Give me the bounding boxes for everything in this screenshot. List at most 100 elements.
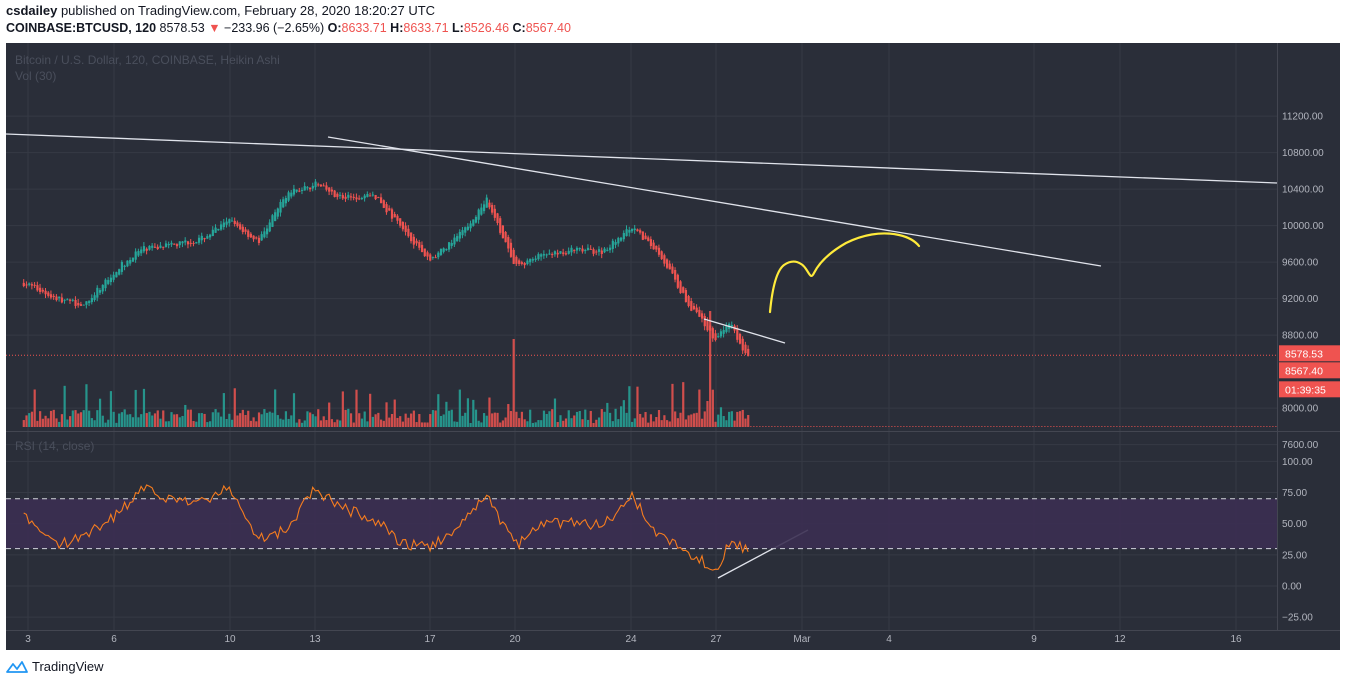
volume-bar [112, 411, 115, 427]
volume-bar [480, 422, 483, 427]
candle-body [665, 259, 669, 268]
candle-body [520, 262, 524, 264]
volume-bar [379, 419, 383, 427]
candle-body [682, 287, 685, 293]
candle-body [328, 187, 331, 192]
time-tick-label: 20 [509, 634, 521, 645]
candle-body [344, 196, 347, 199]
volume-bar [553, 398, 557, 427]
volume-bar [142, 388, 146, 427]
candle-body [730, 324, 733, 327]
time-tick-label: 13 [309, 634, 321, 645]
volume-bar [655, 417, 658, 427]
author-name[interactable]: csdailey [6, 3, 58, 18]
volume-bar [496, 412, 499, 427]
candle-body [679, 281, 682, 294]
candle-body [526, 260, 529, 265]
candle-body [415, 240, 418, 244]
volume-bar [657, 410, 661, 427]
volume-bar [162, 410, 165, 427]
candle-body [404, 225, 407, 232]
candle-body [325, 185, 328, 190]
volume-bar [603, 411, 606, 427]
candle-body [369, 195, 372, 197]
candle-body [592, 249, 595, 254]
volume-bar [49, 410, 53, 427]
candle-body [145, 248, 148, 251]
candle-body [606, 249, 609, 251]
volume-bar [625, 412, 628, 427]
volume-bar [377, 412, 380, 427]
volume-bar [647, 422, 650, 427]
candle-body [241, 226, 244, 233]
volume-bar [589, 410, 592, 427]
candle-body [399, 218, 402, 226]
candle-body [52, 295, 55, 298]
volume-bar [339, 420, 342, 427]
volume-bar [644, 412, 647, 427]
candle-body [151, 245, 154, 248]
volume-bar [415, 422, 418, 427]
volume-bar [608, 412, 612, 427]
chart-canvas[interactable]: 11200.00 10800.00 10400.00 10000.00 9600.00 9… [6, 43, 1340, 650]
volume-bar [298, 419, 301, 427]
volume-bar [85, 384, 88, 427]
volume-bar [606, 402, 609, 427]
candle-body [461, 230, 464, 236]
volume-bar [137, 417, 140, 427]
volume-bar [698, 389, 701, 427]
candle-body [453, 237, 456, 245]
candle-body [439, 248, 443, 255]
candle-body [437, 252, 440, 258]
volume-bar [641, 417, 644, 427]
volume-bar [186, 409, 190, 427]
candle-body [22, 282, 25, 287]
volume-bar [709, 311, 712, 427]
candle-body [562, 252, 565, 255]
volume-bar [52, 409, 55, 427]
volume-bar [674, 411, 677, 427]
projection-curve [768, 232, 921, 314]
candle-body [570, 247, 573, 253]
volume-bar [115, 422, 118, 427]
candle-body [282, 199, 285, 208]
volume-bar [453, 421, 456, 427]
volume-bar [371, 416, 374, 427]
volume-bar [225, 419, 228, 427]
volume-bar [551, 409, 554, 427]
time-tick-label: 16 [1230, 634, 1242, 645]
candle-body [93, 295, 96, 301]
candle-body [619, 237, 623, 241]
candle-body [501, 225, 505, 239]
rsi-tick-label: 0.00 [1282, 582, 1302, 593]
candle-body [55, 296, 58, 301]
candle-body [551, 254, 554, 256]
candle-body [333, 190, 336, 198]
candle-body [458, 231, 461, 239]
time-tick-label: 10 [224, 634, 236, 645]
volume-bar [636, 386, 639, 427]
close-price-tag-bg [1279, 362, 1340, 379]
volume-bar [195, 421, 198, 427]
volume-bar [447, 410, 451, 427]
volume-bar [385, 402, 388, 427]
volume-bar [330, 419, 334, 427]
volume-bar [431, 410, 435, 427]
volume-bar [363, 411, 366, 427]
candle-body [692, 305, 696, 310]
volume-bar [493, 412, 496, 427]
volume-bar [249, 420, 253, 427]
tradingview-logo[interactable]: TradingView [6, 659, 104, 674]
volume-bar [633, 418, 636, 427]
long-trendline [6, 133, 1278, 184]
candle-body [393, 214, 396, 218]
candle-body [140, 249, 143, 254]
volume-bar [611, 421, 614, 427]
candle-body [523, 263, 526, 266]
candle-body [339, 194, 342, 196]
volume-bar [252, 417, 255, 427]
chart-frame[interactable]: 11200.00 10800.00 10400.00 10000.00 9600.00 9… [6, 43, 1340, 650]
candle-body [126, 260, 129, 267]
volume-bar [600, 409, 603, 427]
candle-body [268, 222, 271, 232]
